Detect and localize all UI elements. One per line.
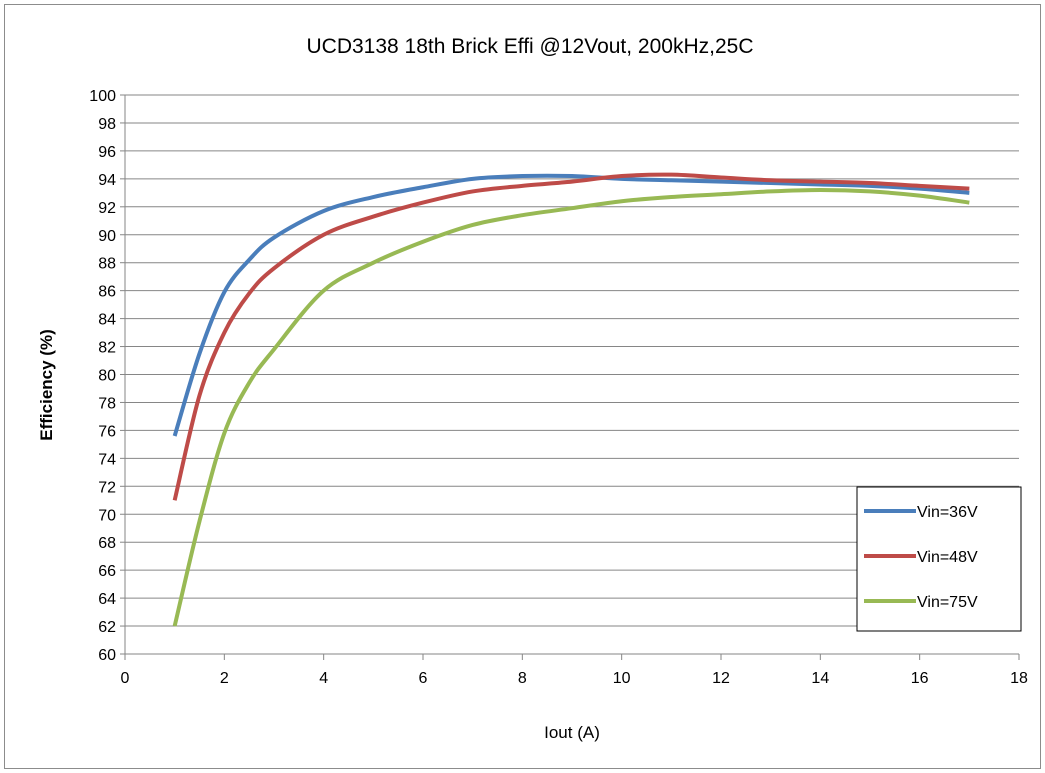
- chart-frame: [4, 4, 1041, 769]
- y-tick-label: 66: [98, 563, 116, 580]
- y-tick-label: 96: [98, 144, 116, 161]
- y-axis-label: Efficiency (%): [37, 329, 56, 440]
- x-axis-label: Iout (A): [544, 723, 600, 742]
- y-tick-label: 84: [98, 312, 116, 329]
- y-tick-label: 80: [98, 368, 116, 385]
- y-tick-label: 74: [98, 451, 116, 468]
- series-line-vin-36v: [172, 173, 970, 437]
- x-tick-label: 8: [518, 670, 527, 687]
- x-tick-label: 14: [811, 670, 829, 687]
- x-tick-label: 10: [613, 670, 631, 687]
- x-tick-label: 18: [1010, 670, 1028, 687]
- y-tick-label: 60: [98, 647, 116, 664]
- legend-label: Vin=48V: [917, 549, 978, 566]
- y-tick-label: 70: [98, 507, 116, 524]
- y-tick-label: 82: [98, 340, 116, 357]
- x-tick-label: 2: [220, 670, 229, 687]
- legend: Vin=36V Vin=48V Vin=75V: [856, 486, 1022, 632]
- y-tick-label: 72: [98, 479, 116, 496]
- y-tick-label: 94: [98, 172, 116, 189]
- tick-labels: 6062646668707274767880828486889092949698…: [89, 88, 1028, 687]
- y-tick-label: 98: [98, 116, 116, 133]
- x-tick-label: 12: [712, 670, 730, 687]
- chart-title: UCD3138 18th Brick Effi @12Vout, 200kHz,…: [307, 35, 754, 58]
- x-tick-label: 16: [911, 670, 929, 687]
- y-tick-label: 68: [98, 535, 116, 552]
- legend-label: Vin=75V: [917, 594, 978, 611]
- legend-label: Vin=36V: [917, 504, 978, 521]
- y-tick-label: 100: [89, 88, 116, 105]
- series-lines: [172, 172, 970, 627]
- y-tick-label: 86: [98, 284, 116, 301]
- x-tick-label: 4: [319, 670, 328, 687]
- series-line-vin-75v: [172, 188, 970, 627]
- y-tick-label: 62: [98, 619, 116, 636]
- x-tick-label: 0: [121, 670, 130, 687]
- y-tick-label: 88: [98, 256, 116, 273]
- y-tick-label: 92: [98, 200, 116, 217]
- y-tick-label: 64: [98, 591, 116, 608]
- y-tick-label: 78: [98, 395, 116, 412]
- y-tick-label: 76: [98, 423, 116, 440]
- series-line-vin-48v: [172, 172, 970, 501]
- x-tick-label: 6: [419, 670, 428, 687]
- y-tick-label: 90: [98, 228, 116, 245]
- axes: [120, 94, 1020, 660]
